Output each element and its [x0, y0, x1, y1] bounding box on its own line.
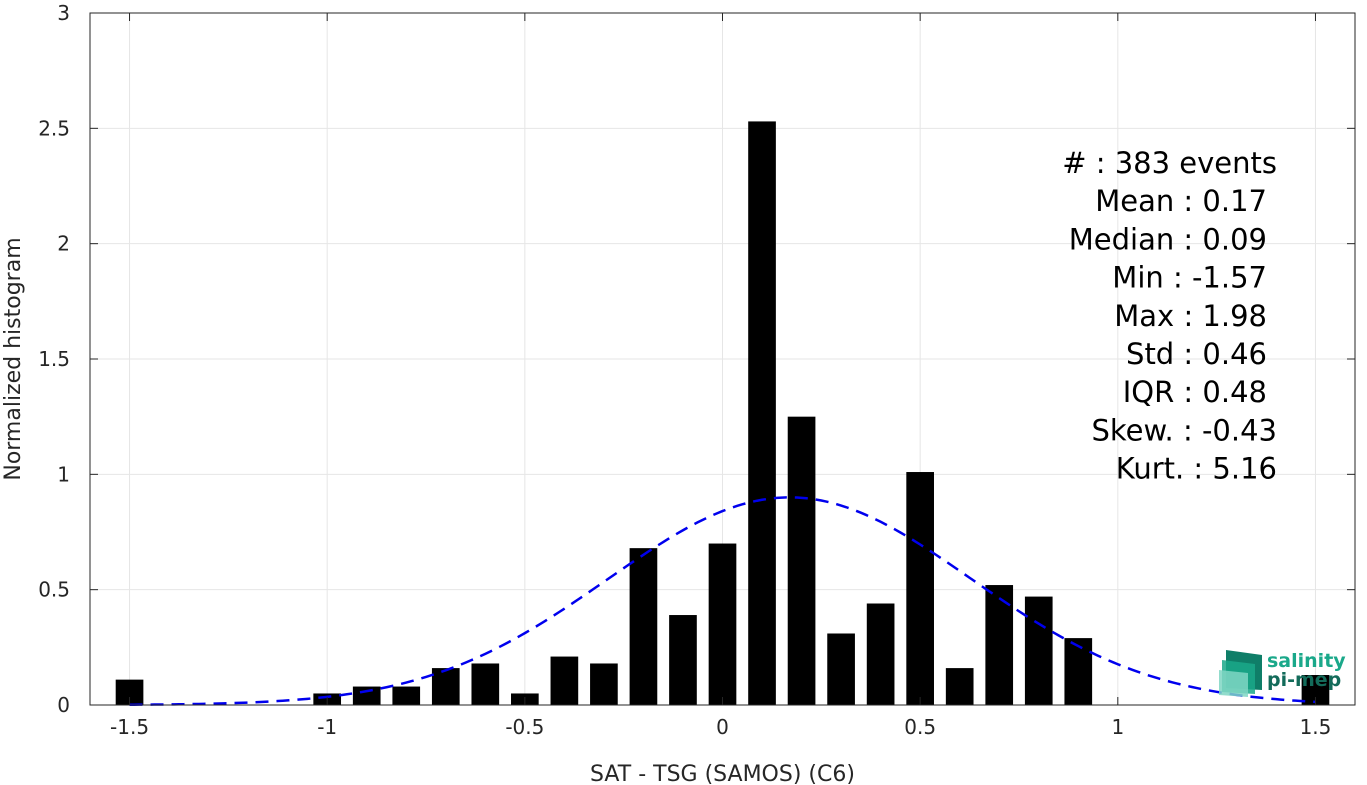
histogram-bar — [590, 663, 618, 705]
salinity-pimep-logo: salinity pi-mep — [1219, 650, 1346, 697]
histogram-bar — [945, 668, 974, 705]
stat-line: Std : 0.46 — [1126, 337, 1267, 371]
x-tick-label: 1.5 — [1300, 715, 1332, 739]
histogram-bar — [629, 548, 658, 705]
stat-line: Min : -1.57 — [1112, 261, 1267, 295]
logo-text-salinity: salinity — [1267, 650, 1346, 672]
histogram-bars — [115, 121, 1330, 705]
stat-line: IQR : 0.48 — [1123, 375, 1267, 409]
y-tick-label: 1.5 — [38, 347, 70, 371]
histogram-bar — [827, 633, 855, 705]
x-tick-label: 0 — [716, 715, 729, 739]
y-tick-label: 0 — [57, 693, 70, 717]
y-tick-label: 0.5 — [38, 578, 70, 602]
logo-wave-icon — [1219, 650, 1262, 697]
histogram-bar — [669, 615, 697, 705]
stat-line: Max : 1.98 — [1114, 299, 1267, 333]
histogram-bar — [708, 543, 737, 705]
logo-text-pimep: pi-mep — [1267, 669, 1341, 691]
x-tick-label: -1.5 — [110, 715, 149, 739]
x-tick-label: 0.5 — [904, 715, 936, 739]
histogram-bar — [985, 585, 1014, 705]
stat-line: Median : 0.09 — [1069, 222, 1267, 256]
histogram-bar — [471, 663, 500, 705]
x-axis-label: SAT - TSG (SAMOS) (C6) — [590, 762, 855, 785]
y-tick-label: 2.5 — [38, 116, 70, 140]
y-tick-label: 3 — [57, 1, 70, 25]
x-tick-label: -0.5 — [505, 715, 544, 739]
histogram-bar — [1024, 596, 1053, 705]
histogram-bar — [550, 656, 579, 705]
histogram-bar — [787, 416, 816, 705]
x-tick-label: 1 — [1111, 715, 1124, 739]
histogram-bar — [352, 686, 381, 705]
histogram-bar — [1064, 638, 1093, 705]
stat-line: Kurt. : 5.16 — [1116, 452, 1277, 486]
histogram-bar — [392, 686, 421, 705]
stat-line: Mean : 0.17 — [1095, 184, 1267, 218]
statistics-panel: # : 383 events Mean : 0.17 Median : 0.09 Mi… — [1062, 146, 1277, 486]
histogram-bar — [431, 668, 460, 705]
histogram-bar — [906, 472, 934, 705]
y-axis-label: Normalized histogram — [1, 237, 26, 480]
histogram-bar — [748, 121, 776, 705]
histogram-bar — [866, 603, 895, 705]
stat-line: # : 383 events — [1062, 146, 1277, 180]
stat-line: Skew. : -0.43 — [1091, 413, 1277, 447]
gaussian-fit-curve — [129, 496, 1316, 706]
x-tick-label: -1 — [317, 715, 337, 739]
y-tick-label: 1 — [57, 462, 70, 486]
y-tick-label: 2 — [57, 232, 70, 256]
axis-ticks: -1.5 -1 -0.5 0 0.5 1 1.5 0 0.5 1 1.5 2 2.5 3 — [38, 1, 1355, 739]
